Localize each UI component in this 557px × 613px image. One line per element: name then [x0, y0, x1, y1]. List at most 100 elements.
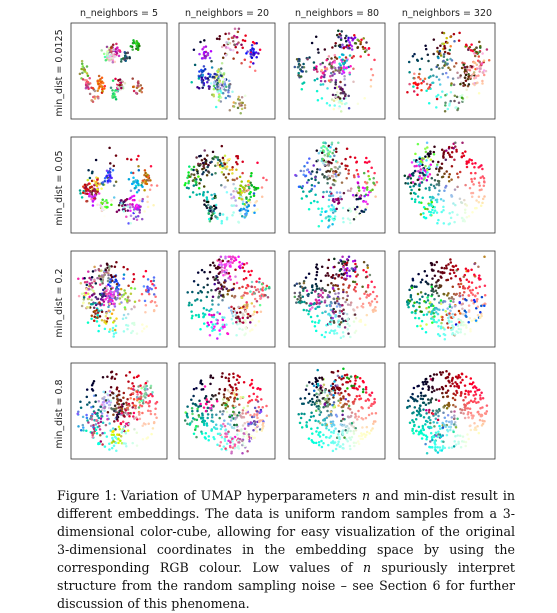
embedding-point: [134, 210, 137, 213]
embedding-point: [133, 42, 136, 45]
embedding-point: [112, 321, 115, 324]
embedding-point: [262, 177, 265, 180]
embedding-point: [450, 91, 453, 94]
embedding-point: [477, 74, 480, 77]
embedding-point: [345, 426, 348, 429]
embedding-point: [184, 419, 187, 422]
embedding-point: [79, 401, 82, 404]
embedding-point: [324, 391, 327, 394]
embedding-point: [115, 373, 118, 376]
embedding-point: [474, 390, 477, 393]
embedding-point: [228, 373, 231, 376]
embedding-point: [324, 300, 327, 303]
embedding-point: [243, 263, 246, 266]
embedding-point: [94, 310, 97, 313]
embedding-point: [328, 195, 331, 198]
embedding-point: [367, 194, 370, 197]
embedding-point: [206, 321, 209, 324]
embedding-point: [336, 332, 339, 335]
embedding-point: [238, 261, 241, 264]
embedding-point: [459, 197, 462, 200]
embedding-point: [343, 192, 346, 195]
embedding-point: [366, 294, 369, 297]
embedding-point: [341, 44, 344, 47]
embedding-point: [220, 96, 223, 99]
embedding-point: [337, 315, 340, 318]
embedding-point: [134, 187, 137, 190]
embedding-point: [238, 328, 241, 331]
embedding-point: [138, 211, 141, 214]
embedding-point: [331, 371, 334, 374]
embedding-point: [205, 410, 208, 413]
embedding-point: [473, 166, 476, 169]
embedding-point: [244, 422, 247, 425]
embedding-point: [446, 294, 449, 297]
embedding-point: [316, 396, 319, 399]
embedding-point: [370, 429, 373, 432]
embedding-point: [127, 209, 130, 212]
embedding-point: [345, 66, 348, 69]
embedding-point: [86, 306, 89, 309]
embedding-point: [228, 32, 231, 35]
embedding-point: [308, 437, 311, 440]
embedding-point: [215, 275, 218, 278]
embedding-point: [88, 195, 91, 198]
embedding-point: [355, 442, 358, 445]
embedding-point: [351, 48, 354, 51]
embedding-point: [409, 186, 412, 189]
embedding-point: [365, 206, 368, 209]
embedding-point: [243, 278, 246, 281]
embedding-point: [362, 388, 365, 391]
embedding-point: [216, 337, 219, 340]
embedding-point: [122, 397, 125, 400]
embedding-point: [430, 68, 433, 71]
embedding-point: [450, 300, 453, 303]
embedding-point: [336, 386, 339, 389]
embedding-point: [463, 313, 466, 316]
embedding-point: [207, 324, 210, 327]
embedding-point: [125, 401, 128, 404]
embedding-point: [121, 429, 124, 432]
embedding-point: [473, 71, 476, 74]
embedding-point: [95, 419, 98, 422]
embedding-point: [333, 184, 336, 187]
embedding-point: [337, 433, 340, 436]
embedding-point: [218, 388, 221, 391]
embedding-point: [355, 216, 358, 219]
embedding-point: [316, 306, 319, 309]
embedding-point: [343, 436, 346, 439]
embedding-point: [340, 110, 343, 113]
embedding-point: [203, 271, 206, 274]
embedding-point: [440, 325, 443, 328]
embedding-point: [459, 312, 462, 315]
embedding-point: [128, 404, 131, 407]
embedding-point: [240, 62, 243, 65]
embedding-point: [316, 201, 319, 204]
embedding-point: [437, 325, 440, 328]
embedding-point: [228, 87, 231, 90]
embedding-point: [221, 413, 224, 416]
embedding-point: [261, 429, 264, 432]
embedding-point: [430, 313, 433, 316]
embedding-point: [367, 175, 370, 178]
embedding-point: [133, 417, 136, 420]
embedding-point: [334, 315, 337, 318]
embedding-point: [372, 422, 375, 425]
embedding-point: [101, 209, 104, 212]
embedding-point: [343, 78, 346, 81]
embedding-point: [244, 428, 247, 431]
embedding-point: [300, 170, 303, 173]
embedding-point: [333, 104, 336, 107]
embedding-point: [241, 328, 244, 331]
embedding-point: [467, 78, 470, 81]
embedding-point: [443, 190, 446, 193]
embedding-point: [94, 312, 97, 315]
embedding-point: [331, 425, 334, 428]
embedding-point: [141, 330, 144, 333]
embedding-point: [91, 436, 94, 439]
embedding-point: [93, 266, 96, 269]
embedding-point: [299, 291, 302, 294]
embedding-point: [149, 410, 152, 413]
embedding-point: [457, 374, 460, 377]
embedding-point: [111, 276, 114, 279]
